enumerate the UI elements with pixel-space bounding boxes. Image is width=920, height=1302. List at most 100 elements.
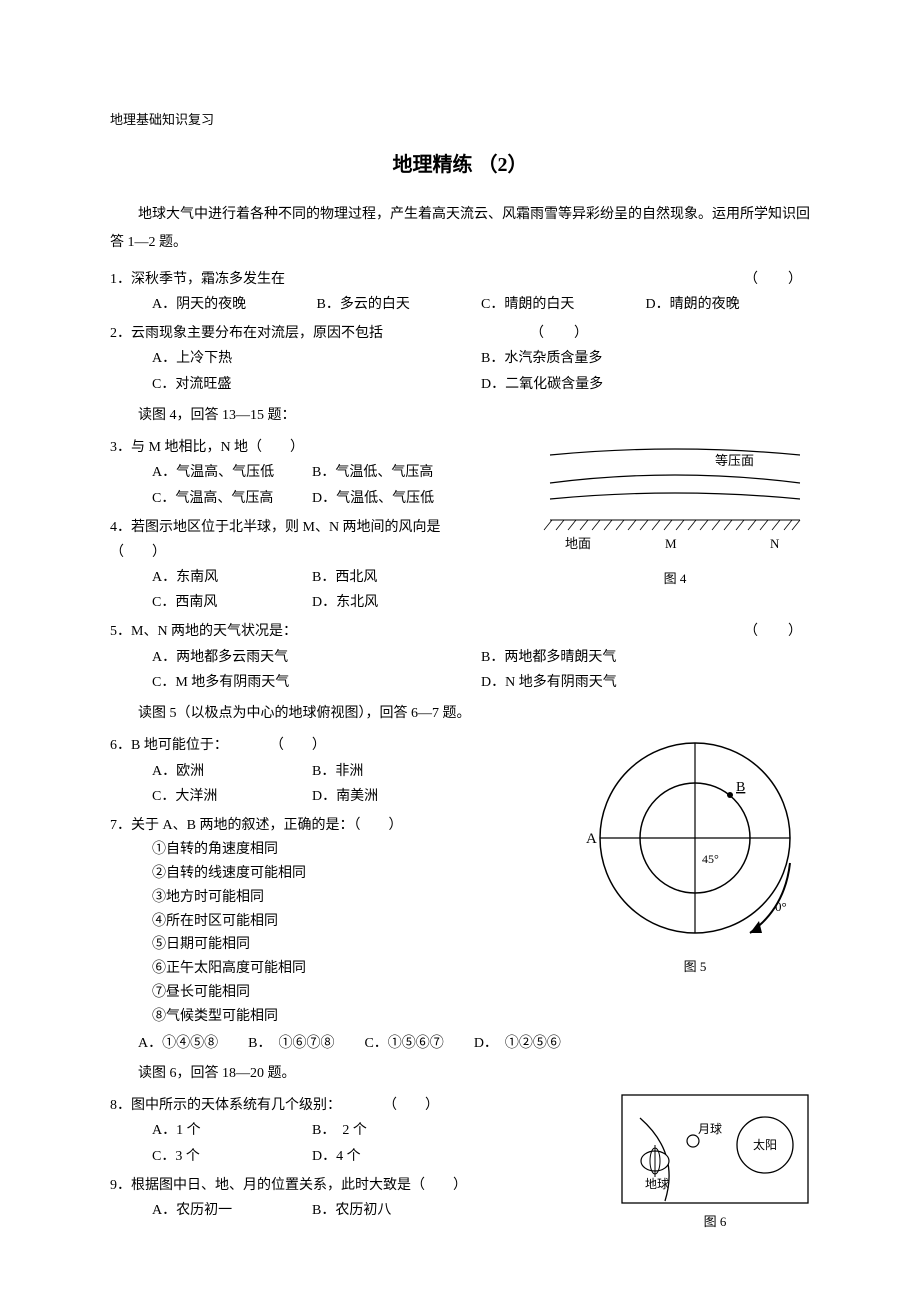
q7-s2: ②自转的线速度可能相同 (152, 862, 560, 886)
fig5-45-label: 45° (702, 852, 719, 866)
q6-opt-a: A．欧洲 (152, 759, 312, 784)
q1-opt-d: D．晴朗的夜晚 (646, 292, 811, 317)
q2-blank: （ ） (530, 326, 596, 341)
q2-text: 云雨现象主要分布在对流层，原因不包括 （ ） (131, 321, 810, 346)
q4-num: 4． (110, 520, 131, 535)
q2-text-inner: 云雨现象主要分布在对流层，原因不包括 (131, 326, 383, 341)
q2-opt-c: C．对流旺盛 (152, 372, 481, 397)
q1-opt-b: B．多云的白天 (317, 292, 482, 317)
q9-opt-a: A．农历初一 (152, 1198, 312, 1223)
q3-text: 与 M 地相比，N 地（ ） (131, 440, 304, 455)
q7-num: 7． (110, 818, 131, 833)
question-7: 7．关于 A、B 两地的叙述，正确的是：（ ） ①自转的角速度相同 ②自转的线速… (110, 813, 560, 1029)
q5-opt-b: B．两地都多晴朗天气 (481, 645, 810, 670)
q7-s1: ①自转的角速度相同 (152, 838, 560, 862)
intro-8: 读图 6，回答 18—20 题。 (110, 1063, 810, 1085)
q6-opt-b: B．非洲 (312, 759, 472, 784)
q5-opt-a: A．两地都多云雨天气 (152, 645, 481, 670)
q8-options: A．1 个B． 2 个 C．3 个D．4 个 (110, 1118, 600, 1168)
question-1: 1． 深秋季节，霜冻多发生在 （ ） A．阴天的夜晚 B．多云的白天 C．晴朗的… (110, 267, 810, 317)
fig4-isobar-label: 等压面 (715, 453, 754, 468)
q2-opt-d: D．二氧化碳含量多 (481, 372, 810, 397)
question-8: 8．图中所示的天体系统有几个级别： （ ） A．1 个B． 2 个 C．3 个D… (110, 1093, 600, 1169)
q6-opt-d: D．南美洲 (312, 784, 472, 809)
q7-opt-b: B． ①⑥⑦⑧ (248, 1033, 334, 1055)
fig6-caption: 图 6 (620, 1212, 810, 1233)
fig4-n-label: N (770, 536, 780, 551)
figure-5: A B 45° 0° 图 5 (580, 733, 810, 978)
q3-options: A．气温高、气压低B．气温低、气压高 C．气温高、气压高D．气温低、气压低 (110, 460, 520, 510)
q2-num: 2． (110, 321, 131, 346)
q3-opt-a: A．气温高、气压低 (152, 460, 312, 485)
q6-num: 6． (110, 738, 131, 753)
page-title: 地理精练 （2） (110, 149, 810, 181)
q5-blank: （ ） (744, 619, 810, 644)
question-3: 3．与 M 地相比，N 地（ ） A．气温高、气压低B．气温低、气压高 C．气温… (110, 435, 520, 511)
q4-opt-b: B．西北风 (312, 565, 472, 590)
q4-text: 若图示地区位于北半球，则 M、N 两地间的风向是 （ ） (110, 520, 497, 560)
question-2: 2． 云雨现象主要分布在对流层，原因不包括 （ ） A．上冷下热 B．水汽杂质含… (110, 321, 810, 397)
q8-opt-c: C．3 个 (152, 1144, 312, 1169)
q7-s6: ⑥正午太阳高度可能相同 (152, 957, 560, 981)
fig5-caption: 图 5 (580, 957, 810, 978)
q5-opt-c: C．M 地多有阴雨天气 (152, 670, 481, 695)
page-header: 地理基础知识复习 (110, 110, 810, 131)
intro-1-2: 地球大气中进行着各种不同的物理过程，产生着高天流云、风霜雨雪等异彩纷呈的自然现象… (110, 201, 810, 257)
q7-s8: ⑧气候类型可能相同 (152, 1005, 560, 1029)
q7-s4: ④所在时区可能相同 (152, 910, 560, 934)
q3-opt-c: C．气温高、气压高 (152, 486, 312, 511)
q5-opt-d: D．N 地多有阴雨天气 (481, 670, 810, 695)
q5-options: A．两地都多云雨天气 B．两地都多晴朗天气 C．M 地多有阴雨天气 D．N 地多… (110, 645, 810, 695)
q2-options: A．上冷下热 B．水汽杂质含量多 C．对流旺盛 D．二氧化碳含量多 (110, 346, 810, 396)
q3-opt-d: D．气温低、气压低 (312, 486, 472, 511)
intro-6-7: 读图 5（以极点为中心的地球俯视图），回答 6—7 题。 (110, 703, 810, 725)
q5-num: 5． (110, 619, 131, 644)
question-4: 4．若图示地区位于北半球，则 M、N 两地间的风向是 （ ） A．东南风B．西北… (110, 515, 520, 616)
question-6: 6．B 地可能位于： （ ） A．欧洲B．非洲 C．大洋洲D．南美洲 (110, 733, 560, 809)
q7-text: 关于 A、B 两地的叙述，正确的是：（ ） (131, 818, 402, 833)
q9-text: 根据图中日、地、月的位置关系，此时大致是（ ） (131, 1178, 467, 1193)
intro-3-5: 读图 4，回答 13—15 题： (110, 405, 810, 427)
q1-num: 1． (110, 267, 131, 292)
fig5-a-label: A (586, 831, 597, 847)
q8-opt-a: A．1 个 (152, 1118, 312, 1143)
q7-s5: ⑤日期可能相同 (152, 933, 560, 957)
q3-num: 3． (110, 440, 131, 455)
q4-options: A．东南风B．西北风 C．西南风D．东北风 (110, 565, 520, 615)
q9-opt-b: B．农历初八 (312, 1198, 472, 1223)
q3-opt-b: B．气温低、气压高 (312, 460, 472, 485)
figure-6: 月球 太阳 地球 图 6 (620, 1093, 810, 1233)
q5-text: M、N 两地的天气状况是： (131, 619, 744, 644)
q4-opt-d: D．东北风 (312, 590, 472, 615)
q1-opt-c: C．晴朗的白天 (481, 292, 646, 317)
fig5-b-label: B (736, 780, 745, 795)
q6-options: A．欧洲B．非洲 C．大洋洲D．南美洲 (110, 759, 560, 809)
fig4-caption: 图 4 (540, 569, 810, 590)
q8-opt-b: B． 2 个 (312, 1118, 472, 1143)
fig6-sun-label: 太阳 (753, 1137, 777, 1152)
question-5: 5． M、N 两地的天气状况是： （ ） A．两地都多云雨天气 B．两地都多晴朗… (110, 619, 810, 695)
q6-opt-c: C．大洋洲 (152, 784, 312, 809)
q7-options: A．①④⑤⑧ B． ①⑥⑦⑧ C．①⑤⑥⑦ D． ①②⑤⑥ (110, 1033, 810, 1055)
figure-4: 等压面 地面 M N 图 4 (540, 435, 810, 590)
fig4-m-label: M (665, 536, 677, 551)
q1-blank: （ ） (744, 267, 810, 292)
q7-statements: ①自转的角速度相同 ②自转的线速度可能相同 ③地方时可能相同 ④所在时区可能相同… (110, 838, 560, 1028)
fig6-moon-label: 月球 (698, 1122, 722, 1136)
q9-options: A．农历初一B．农历初八 (110, 1198, 600, 1223)
q8-num: 8． (110, 1098, 131, 1113)
q8-text: 图中所示的天体系统有几个级别： （ ） (131, 1098, 439, 1113)
fig5-0-label: 0° (775, 899, 787, 914)
q1-text: 深秋季节，霜冻多发生在 (131, 267, 744, 292)
fig4-ground-label: 地面 (565, 536, 591, 551)
q7-s3: ③地方时可能相同 (152, 886, 560, 910)
q7-opt-d: D． ①②⑤⑥ (474, 1033, 561, 1055)
q6-text: B 地可能位于： （ ） (131, 738, 326, 753)
q1-options: A．阴天的夜晚 B．多云的白天 C．晴朗的白天 D．晴朗的夜晚 (110, 292, 810, 317)
question-9: 9．根据图中日、地、月的位置关系，此时大致是（ ） A．农历初一B．农历初八 (110, 1173, 600, 1223)
q2-opt-b: B．水汽杂质含量多 (481, 346, 810, 371)
q1-opt-a: A．阴天的夜晚 (152, 292, 317, 317)
q7-opt-a: A．①④⑤⑧ (138, 1033, 218, 1055)
q4-opt-a: A．东南风 (152, 565, 312, 590)
fig6-earth-label: 地球 (645, 1177, 669, 1191)
